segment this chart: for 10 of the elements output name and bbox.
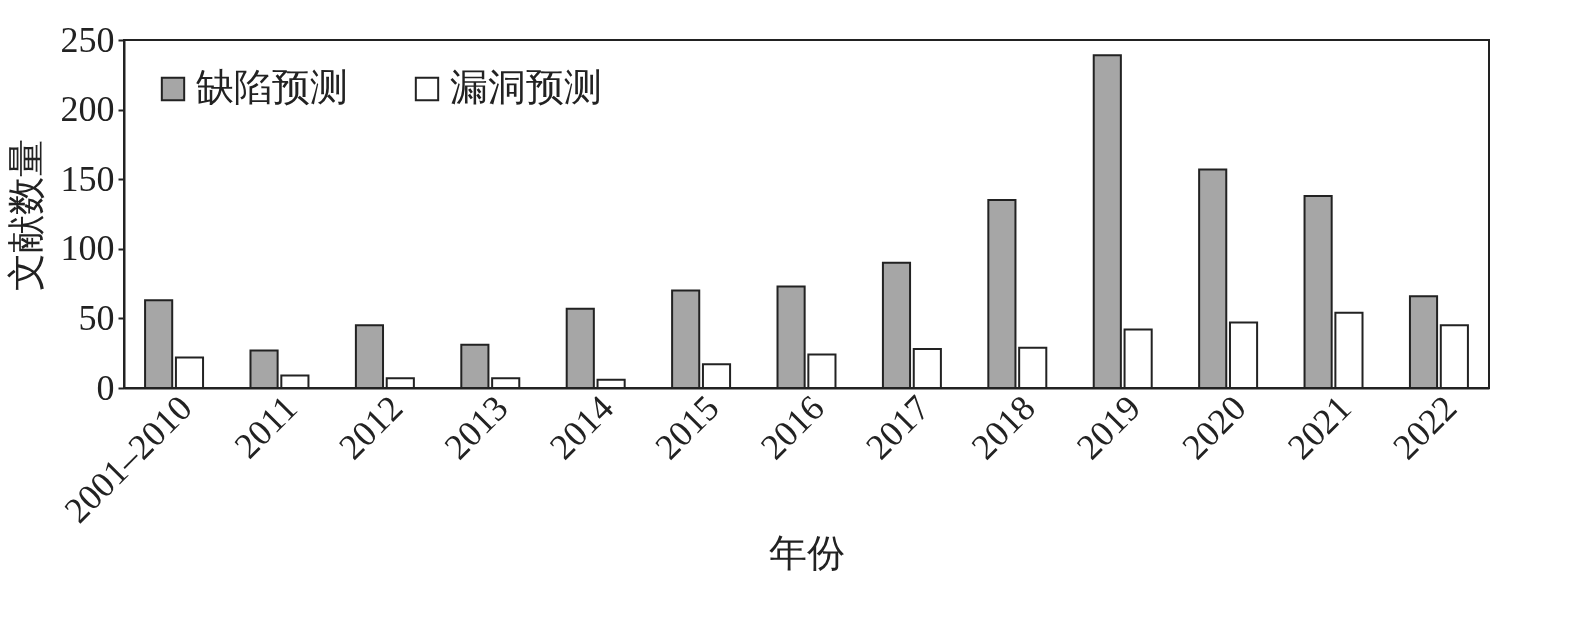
- y-axis-title: 文献数量: [4, 138, 47, 291]
- x-axis-title: 年份: [769, 531, 845, 574]
- y-tick-label: 250: [60, 19, 115, 60]
- x-tick-label: 2011: [226, 387, 305, 466]
- y-tick-label: 100: [60, 228, 115, 269]
- y-tick-label: 150: [60, 158, 115, 199]
- y-tick-label: 50: [78, 297, 115, 338]
- legend-label: 漏洞预测: [450, 66, 602, 108]
- y-tick-label: 200: [60, 89, 115, 130]
- legend-label: 缺陷预测: [196, 66, 348, 108]
